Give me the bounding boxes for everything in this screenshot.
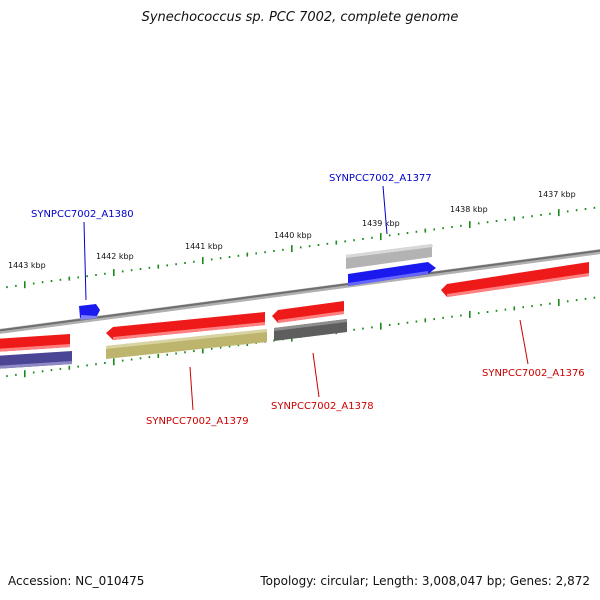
gene-feature-gray[interactable] <box>346 244 432 269</box>
label-leader-a1379 <box>189 366 194 411</box>
gene-shadow <box>0 361 72 369</box>
gene-label-a1378[interactable]: SYNPCC7002_A1378 <box>271 401 374 412</box>
outer-tick-row <box>6 206 596 289</box>
gene-shadow <box>81 315 97 320</box>
gene-label-a1377[interactable]: SYNPCC7002_A1377 <box>329 173 432 184</box>
gene-highlight <box>274 319 347 331</box>
gene-shadow <box>348 271 428 286</box>
gene-feature-red-1378[interactable] <box>272 301 344 323</box>
gene-label-a1376[interactable]: SYNPCC7002_A1376 <box>482 368 585 379</box>
genome-summary-text: Topology: circular; Length: 3,008,047 bp… <box>260 574 590 588</box>
gene-feature-a1376[interactable] <box>441 262 589 297</box>
accession-text: Accession: NC_010475 <box>8 574 145 588</box>
gene-label-a1380[interactable]: SYNPCC7002_A1380 <box>31 209 134 220</box>
scale-label: 1442 kbp <box>96 252 134 261</box>
gene-shadow <box>0 344 70 352</box>
label-leader-a1376 <box>519 319 529 365</box>
label-leader-a1380 <box>83 221 87 301</box>
gene-label-a1379[interactable]: SYNPCC7002_A1379 <box>146 416 249 427</box>
gene-highlight <box>106 329 267 349</box>
gene-shadow <box>447 273 589 297</box>
gene-feature-a1380[interactable] <box>79 304 100 318</box>
gene-feature-red-1379[interactable] <box>106 312 265 340</box>
gene-shadow <box>278 311 344 323</box>
scale-label: 1440 kbp <box>274 231 312 240</box>
label-leader-a1378 <box>312 352 320 398</box>
gene-highlight <box>346 244 433 258</box>
label-leader-a1377 <box>382 185 388 235</box>
map-title: Synechococcus sp. PCC 7002, complete gen… <box>141 10 459 25</box>
scale-label: 1443 kbp <box>8 261 46 270</box>
gene-shadow <box>113 322 265 340</box>
scale-label: 1439 kbp <box>362 219 400 228</box>
genome-backbone-edge <box>0 249 600 332</box>
scale-label: 1437 kbp <box>538 190 576 199</box>
gene-feature-a1379[interactable] <box>106 329 267 359</box>
gene-feature-a1378[interactable] <box>274 319 347 341</box>
scale-label: 1441 kbp <box>185 242 223 251</box>
scale-label: 1438 kbp <box>450 205 488 214</box>
